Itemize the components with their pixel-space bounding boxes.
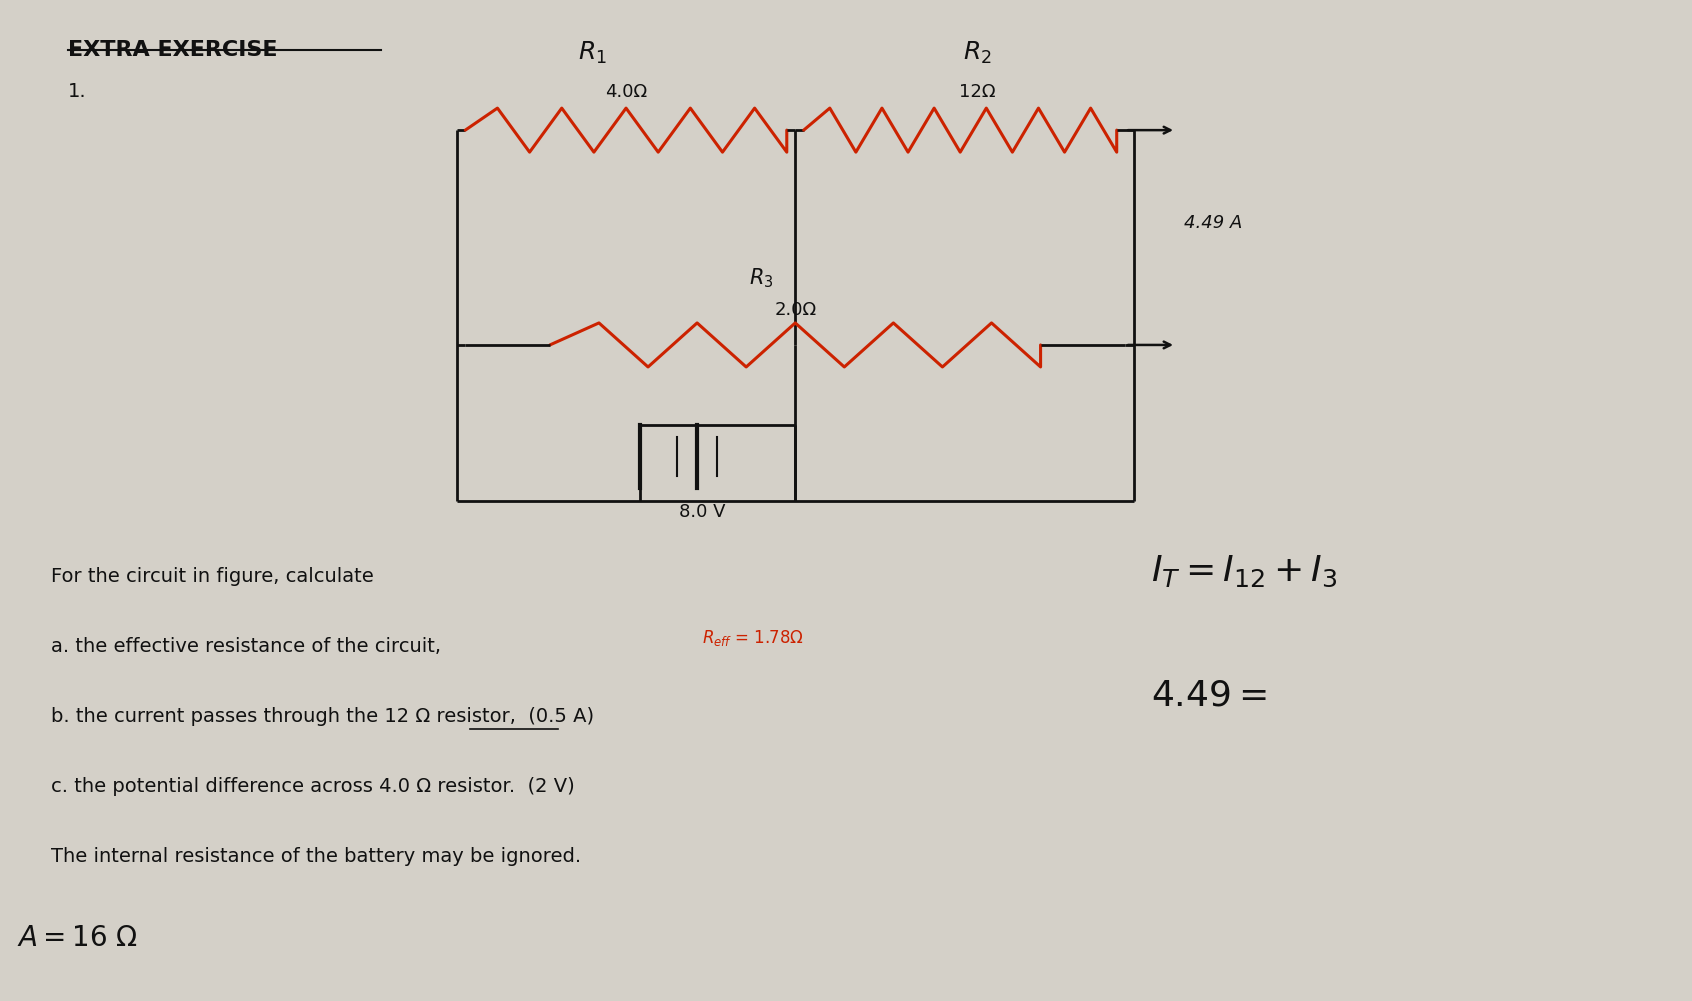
Text: EXTRA EXERCISE: EXTRA EXERCISE: [68, 40, 277, 60]
Text: 4.49 A: 4.49 A: [1184, 213, 1244, 231]
Text: $A = 16\ \Omega$: $A = 16\ \Omega$: [17, 925, 139, 952]
Text: 2.0Ω: 2.0Ω: [775, 301, 816, 319]
Text: $\mathit{R}_2$: $\mathit{R}_2$: [963, 40, 992, 66]
Text: $R_{eff}$ = 1.78Ω: $R_{eff}$ = 1.78Ω: [702, 628, 804, 648]
Text: a. the effective resistance of the circuit,: a. the effective resistance of the circu…: [51, 637, 440, 656]
Text: $I_T = I_{12} + I_3$: $I_T = I_{12} + I_3$: [1151, 554, 1337, 589]
Text: $4.49 =$: $4.49 =$: [1151, 679, 1267, 713]
Text: The internal resistance of the battery may be ignored.: The internal resistance of the battery m…: [51, 847, 580, 866]
Text: $\mathit{R}_1$: $\mathit{R}_1$: [577, 40, 607, 66]
Text: For the circuit in figure, calculate: For the circuit in figure, calculate: [51, 567, 374, 586]
Text: 1.: 1.: [68, 82, 86, 101]
Text: 4.0Ω: 4.0Ω: [606, 83, 646, 101]
Text: $\mathit{R}_3$: $\mathit{R}_3$: [750, 267, 773, 290]
Text: b. the current passes through the 12 Ω resistor,  (0.5 A): b. the current passes through the 12 Ω r…: [51, 707, 594, 726]
Text: c. the potential difference across 4.0 Ω resistor.  (2 V): c. the potential difference across 4.0 Ω…: [51, 777, 575, 796]
Text: 8.0 V: 8.0 V: [678, 503, 726, 521]
Text: 12Ω: 12Ω: [959, 83, 995, 101]
